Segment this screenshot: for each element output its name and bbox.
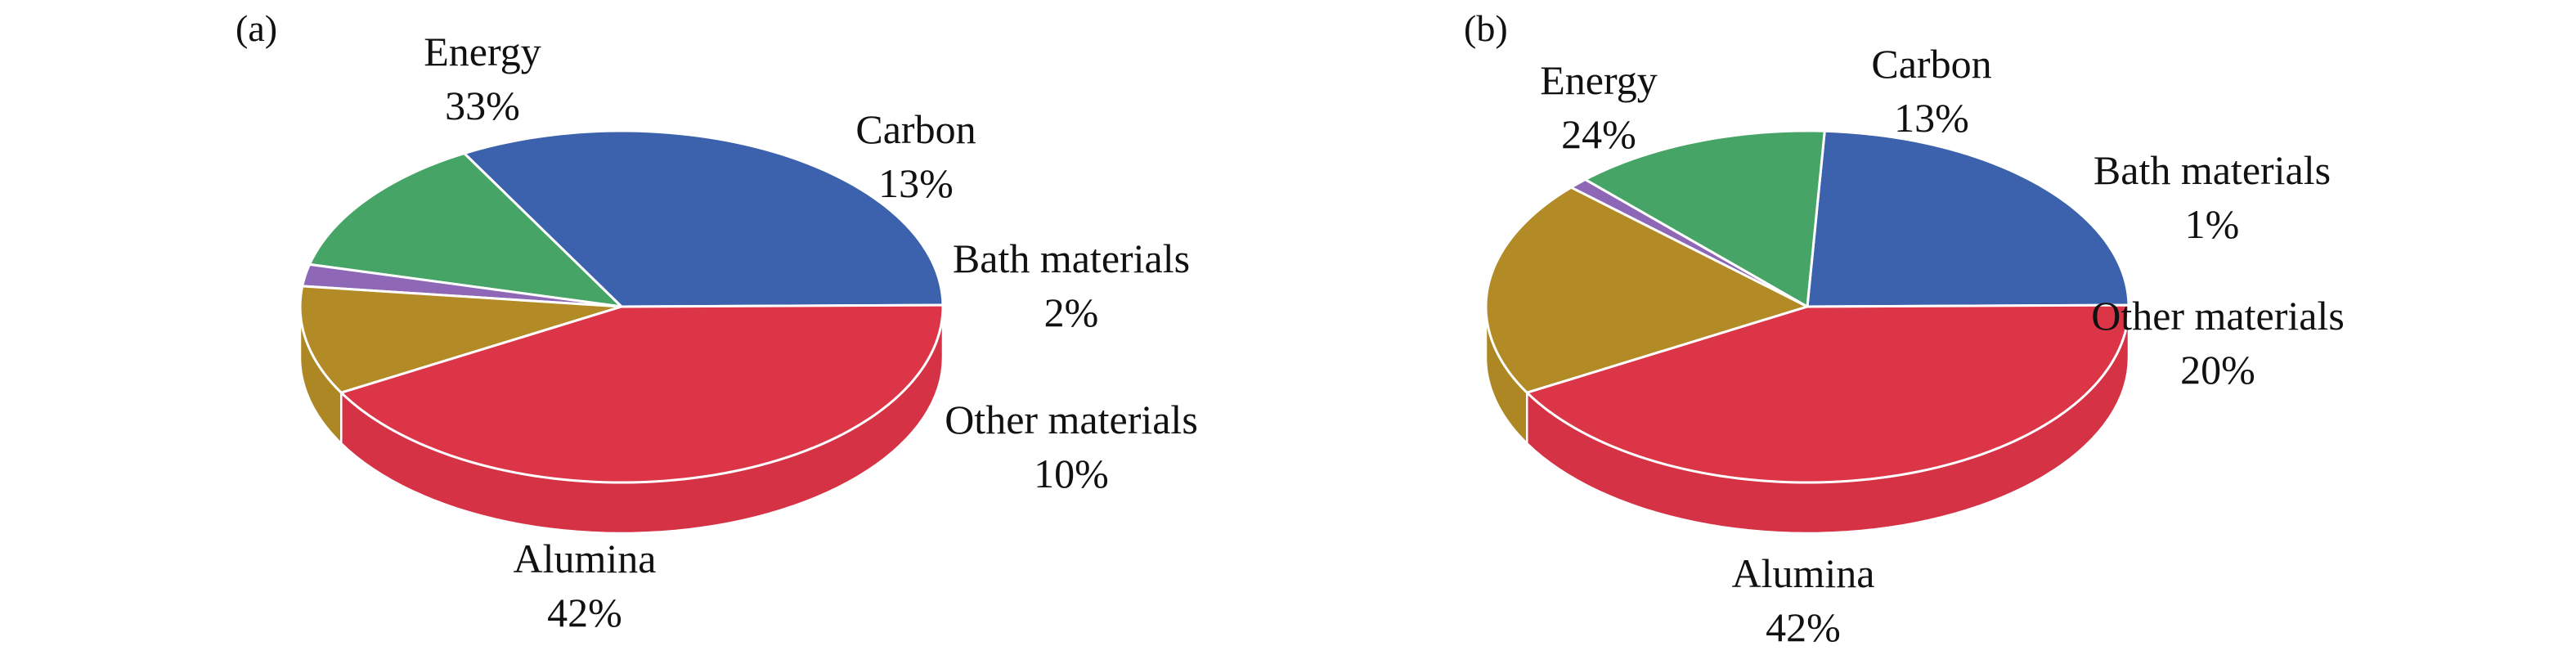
value-label-other-materials: 10% bbox=[1034, 451, 1109, 496]
pie-chart-b: Energy 24% Carbon 13% Bath materials 1% Other … bbox=[1484, 41, 2345, 650]
slice-bath-materials bbox=[301, 262, 623, 308]
slice-energy bbox=[1806, 129, 2130, 308]
label-alumina: Alumina bbox=[514, 536, 657, 581]
slice-alumina bbox=[339, 303, 945, 484]
value-label-carbon: 13% bbox=[878, 160, 954, 206]
value-label-other-materials: 20% bbox=[2180, 347, 2255, 393]
slice-alumina bbox=[1525, 303, 2130, 484]
label-bath-materials: Bath materials bbox=[953, 236, 1190, 281]
pie-chart-a: Energy 33% Carbon 13% Bath materials 2% Other … bbox=[298, 29, 1198, 635]
label-bath-materials: Bath materials bbox=[2094, 147, 2331, 193]
value-label-bath-materials: 1% bbox=[2185, 201, 2240, 247]
label-alumina: Alumina bbox=[1732, 550, 1875, 596]
pie-top-faces bbox=[1484, 129, 2130, 484]
slice-carbon bbox=[1583, 129, 1826, 308]
panel-label-a: (a) bbox=[236, 7, 277, 49]
value-label-carbon: 13% bbox=[1894, 95, 1969, 141]
label-carbon: Carbon bbox=[1871, 41, 1991, 87]
value-label-energy: 24% bbox=[1561, 111, 1636, 157]
panel-label-b: (b) bbox=[1464, 7, 1508, 49]
slice-other-materials bbox=[298, 285, 623, 394]
slice-carbon bbox=[308, 152, 623, 308]
label-energy: Energy bbox=[424, 29, 541, 74]
pie-top-faces bbox=[298, 129, 945, 484]
label-other-materials: Other materials bbox=[945, 397, 1198, 442]
value-label-energy: 33% bbox=[445, 83, 520, 128]
label-energy: Energy bbox=[1540, 57, 1657, 103]
label-other-materials: Other materials bbox=[2091, 293, 2345, 339]
value-label-alumina: 42% bbox=[1766, 604, 1841, 650]
value-label-bath-materials: 2% bbox=[1044, 289, 1099, 335]
slice-other-materials bbox=[1484, 186, 1809, 394]
value-label-alumina: 42% bbox=[547, 590, 622, 635]
label-carbon: Carbon bbox=[855, 106, 976, 152]
slice-energy bbox=[463, 129, 945, 308]
